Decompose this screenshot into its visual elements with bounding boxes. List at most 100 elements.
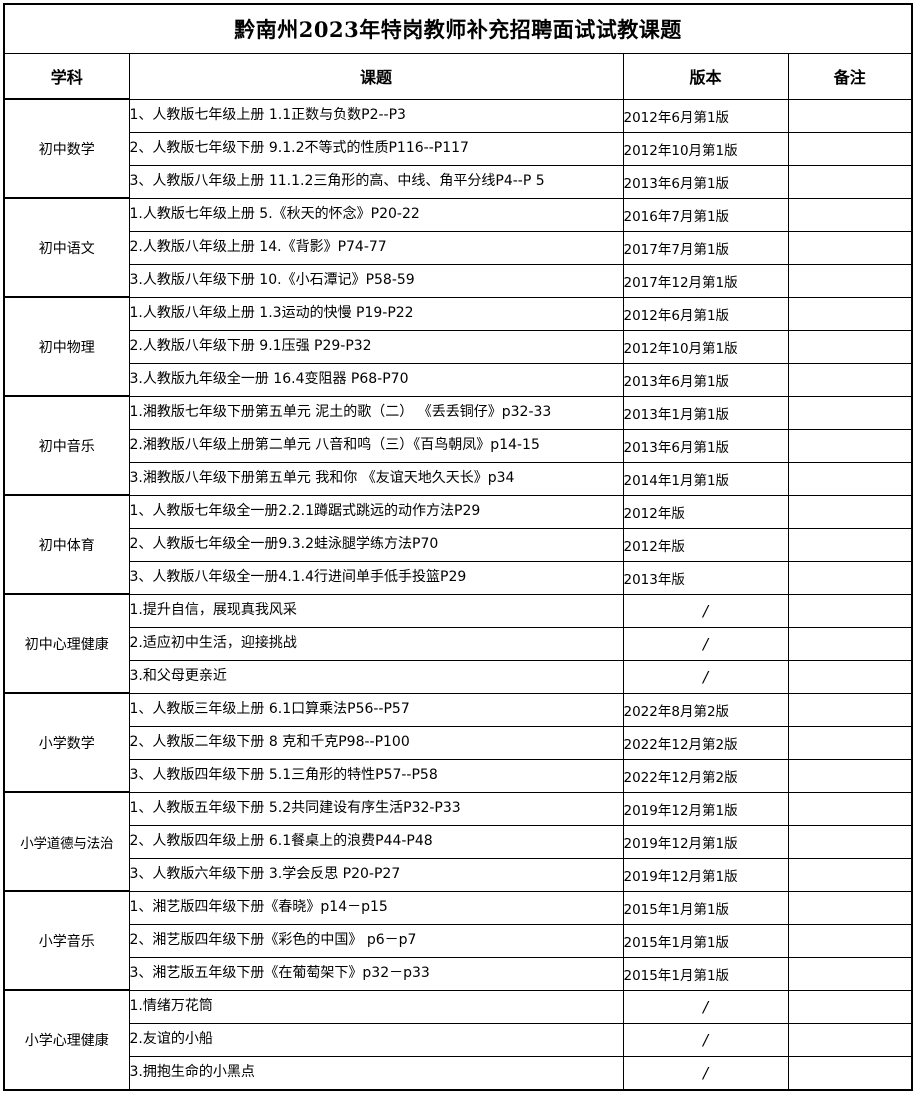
version-cell: 2022年12月第2版 <box>622 725 789 760</box>
remark-cell <box>787 725 913 760</box>
table-row: 初中物理 1.人教版八年级上册 1.3运动的快慢 P19-P22 2012年6月第1… <box>3 296 913 397</box>
version-cell: / <box>622 626 789 661</box>
version-cell: / <box>622 989 789 1024</box>
subject-cell: 小学心理健康 <box>3 989 130 1091</box>
subject-cell: 小学音乐 <box>3 890 130 991</box>
topic-cell: 1、人教版七年级全一册2.2.1蹲踞式跳远的动作方法P29 <box>128 494 624 529</box>
remark-cell <box>787 1022 913 1057</box>
table-row: 2、人教版二年级下册 8 克和千克P98--P100 2022年12月第2版 <box>4 725 913 760</box>
topic-cell: 1.提升自信，展现真我风采 <box>128 593 624 628</box>
table-row: 初中语文 1.人教版七年级上册 5.《秋天的怀念》P20-22 2016年7月第1版 <box>3 197 913 298</box>
topic-cell: 1、人教版七年级上册 1.1正数与负数P2--P3 <box>128 98 624 133</box>
topic-cell: 2、人教版七年级下册 9.1.2不等式的性质P116--P117 <box>128 131 624 166</box>
subject-cell: 初中数学 <box>3 98 130 199</box>
table-row: 3.和父母更亲近 / <box>4 659 913 694</box>
table-row: 初中体育 1、人教版七年级全一册2.2.1蹲踞式跳远的动作方法P29 2012年版 <box>3 494 913 595</box>
table-row: 2、人教版七年级全一册9.3.2蛙泳腿学练方法P70 2012年版 <box>4 527 913 562</box>
topic-cell: 1、人教版三年级上册 6.1口算乘法P56--P57 <box>128 692 624 727</box>
version-cell: 2019年12月第1版 <box>622 791 789 826</box>
remark-cell <box>787 560 913 595</box>
table-row: 2、人教版四年级上册 6.1餐桌上的浪费P44-P48 2019年12月第1版 <box>4 824 913 859</box>
version-cell: 2015年1月第1版 <box>622 923 789 958</box>
remark-cell <box>787 956 913 991</box>
topic-cell: 3、人教版八年级全一册4.1.4行进间单手低手投篮P29 <box>128 560 624 595</box>
subject-cell: 小学数学 <box>3 692 130 793</box>
topic-cell: 2.人教版八年级下册 9.1压强 P29-P32 <box>128 329 624 364</box>
remark-cell <box>787 989 913 1024</box>
title-row: 黔南州2023年特岗教师补充招聘面试试教课题 <box>2 3 914 54</box>
topic-cell: 1.人教版七年级上册 5.《秋天的怀念》P20-22 <box>128 197 624 232</box>
header-row: 学科 课题 版本 备注 <box>3 53 913 100</box>
table-row: 2.适应初中生活，迎接挑战 / <box>4 626 913 661</box>
table-row: 3.人教版九年级全一册 16.4变阻器 P68-P70 2013年6月第1版 <box>4 362 913 397</box>
topic-cell: 3.和父母更亲近 <box>128 659 624 694</box>
topic-cell: 2.友谊的小船 <box>128 1022 624 1057</box>
table-row: 2.人教版八年级上册 14.《背影》P74-77 2017年7月第1版 <box>4 230 913 265</box>
topic-cell: 1.湘教版七年级下册第五单元 泥土的歌（二） 《丢丢铜仔》p32-33 <box>128 395 624 430</box>
version-cell: 2013年1月第1版 <box>622 395 789 430</box>
table-row: 2、湘艺版四年级下册《彩色的中国》 p6－p7 2015年1月第1版 <box>4 923 913 958</box>
version-cell: 2012年6月第1版 <box>622 98 789 133</box>
remark-cell <box>787 230 913 265</box>
remark-cell <box>787 527 913 562</box>
version-cell: / <box>622 1055 789 1090</box>
version-cell: 2013年6月第1版 <box>622 164 789 199</box>
version-cell: 2013年6月第1版 <box>622 428 789 463</box>
version-cell: 2012年10月第1版 <box>622 329 789 364</box>
topic-cell: 2.适应初中生活，迎接挑战 <box>128 626 624 661</box>
sheet-container: 黔南州2023年特岗教师补充招聘面试试教课题 学科 课题 版本 备注 初中数学 1… <box>2 3 914 1091</box>
topic-cell: 3、湘艺版五年级下册《在葡萄架下》p32－p33 <box>128 956 624 991</box>
topic-cell: 2、人教版四年级上册 6.1餐桌上的浪费P44-P48 <box>128 824 624 859</box>
version-cell: 2015年1月第1版 <box>622 890 789 925</box>
remark-cell <box>787 197 913 232</box>
version-cell: 2022年8月第2版 <box>622 692 789 727</box>
remark-cell <box>787 923 913 958</box>
version-cell: / <box>622 593 789 628</box>
remark-cell <box>787 659 913 694</box>
remark-cell <box>787 494 913 529</box>
topic-cell: 1.人教版八年级上册 1.3运动的快慢 P19-P22 <box>128 296 624 331</box>
table-row: 2、人教版七年级下册 9.1.2不等式的性质P116--P117 2012年10月… <box>4 131 913 166</box>
table-body: 黔南州2023年特岗教师补充招聘面试试教课题 学科 课题 版本 备注 初中数学 1… <box>2 3 914 1091</box>
topic-cell: 3.湘教版八年级下册第五单元 我和你 《友谊天地久天长》p34 <box>128 461 624 496</box>
version-cell: 2012年6月第1版 <box>622 296 789 331</box>
table-row: 小学音乐 1、湘艺版四年级下册《春晓》p14－p15 2015年1月第1版 <box>3 890 913 991</box>
table-row: 小学心理健康 1.情绪万花筒 / <box>3 989 913 1091</box>
topic-cell: 3.人教版九年级全一册 16.4变阻器 P68-P70 <box>128 362 624 397</box>
column-header-version: 版本 <box>622 53 789 100</box>
remark-cell <box>787 329 913 364</box>
remark-cell <box>787 131 913 166</box>
version-cell: / <box>622 1022 789 1057</box>
table-row: 3.人教版八年级下册 10.《小石潭记》P58-59 2017年12月第1版 <box>4 263 913 298</box>
version-cell: 2019年12月第1版 <box>622 824 789 859</box>
version-cell: 2017年12月第1版 <box>622 263 789 298</box>
version-cell: 2015年1月第1版 <box>622 956 789 991</box>
column-header-subject: 学科 <box>3 53 130 100</box>
table-row: 3、人教版六年级下册 3.学会反思 P20-P27 2019年12月第1版 <box>4 857 913 892</box>
topic-cell: 1、人教版五年级下册 5.2共同建设有序生活P32-P33 <box>128 791 624 826</box>
table-row: 小学数学 1、人教版三年级上册 6.1口算乘法P56--P57 2022年8月第2版 <box>3 692 913 793</box>
remark-cell <box>787 395 913 430</box>
remark-cell <box>787 362 913 397</box>
subject-cell: 小学道德与法治 <box>3 791 130 892</box>
topic-cell: 1.情绪万花筒 <box>128 989 624 1024</box>
subject-cell: 初中音乐 <box>3 395 130 496</box>
table-row: 3、人教版八年级上册 11.1.2三角形的高、中线、角平分线P4--P 5 201… <box>4 164 913 199</box>
table-row: 2.友谊的小船 / <box>4 1022 913 1057</box>
topic-cell: 2、人教版二年级下册 8 克和千克P98--P100 <box>128 725 624 760</box>
table-row: 3、人教版八年级全一册4.1.4行进间单手低手投篮P29 2013年版 <box>4 560 913 595</box>
table-row: 2.人教版八年级下册 9.1压强 P29-P32 2012年10月第1版 <box>4 329 913 364</box>
column-header-remark: 备注 <box>787 53 913 100</box>
remark-cell <box>787 758 913 793</box>
version-cell: 2022年12月第2版 <box>622 758 789 793</box>
remark-cell <box>787 164 913 199</box>
subject-cell: 初中心理健康 <box>3 593 130 694</box>
table-row: 3、人教版四年级下册 5.1三角形的特性P57--P58 2022年12月第2版 <box>4 758 913 793</box>
version-cell: 2014年1月第1版 <box>622 461 789 496</box>
remark-cell <box>787 890 913 925</box>
remark-cell <box>787 1055 913 1090</box>
version-cell: 2013年版 <box>622 560 789 595</box>
page-title: 黔南州2023年特岗教师补充招聘面试试教课题 <box>2 3 914 54</box>
topic-cell: 3.人教版八年级下册 10.《小石潭记》P58-59 <box>128 263 624 298</box>
remark-cell <box>787 428 913 463</box>
